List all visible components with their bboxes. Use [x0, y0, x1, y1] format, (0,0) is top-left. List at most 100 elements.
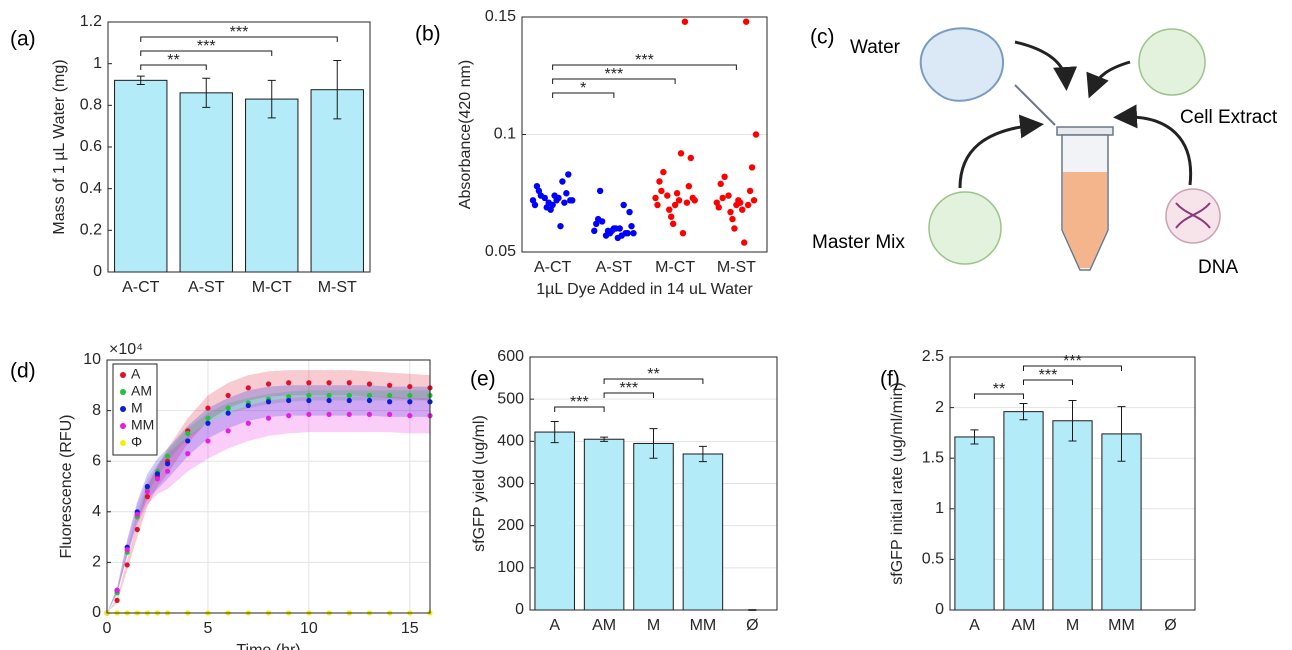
point: [306, 380, 312, 386]
x-tick-label: MM: [1108, 617, 1135, 634]
point: [164, 468, 171, 474]
point: [628, 222, 635, 230]
y-axis-label: Absorbance(420 nm): [457, 60, 474, 209]
significance-bracket: [552, 78, 676, 84]
significance-label: ***: [635, 52, 654, 69]
arrow: [1113, 104, 1193, 186]
point: [626, 208, 633, 216]
legend-label: A: [131, 366, 141, 382]
bar: [245, 98, 299, 273]
significance-bracket: [140, 50, 273, 56]
error-band: [107, 396, 430, 613]
y-tick-label: 0.6: [80, 138, 102, 155]
significance-label: ***: [1063, 353, 1082, 370]
point: [124, 547, 130, 553]
y-tick-label: 2.5: [922, 348, 944, 365]
y-axis-label: sfGFP yield (ug/ml): [471, 415, 488, 552]
point: [306, 392, 312, 399]
bar: [1101, 433, 1142, 611]
significance-bracket: [1023, 379, 1073, 385]
x-tick-label: A-CT: [122, 279, 160, 296]
x-tick-label: M: [647, 617, 660, 634]
point: [598, 218, 606, 225]
error-bar: [202, 77, 211, 108]
point: [286, 397, 292, 404]
point: [366, 381, 373, 387]
point: [725, 192, 732, 199]
point: [610, 225, 618, 232]
point: [407, 392, 413, 399]
point: [164, 453, 171, 459]
significance-label: **: [167, 52, 179, 69]
bar: [1052, 420, 1093, 611]
bar: [1003, 411, 1044, 611]
point: [666, 206, 673, 213]
point: [654, 201, 661, 209]
error-bar: [970, 429, 979, 445]
y-tick-label: 10: [83, 351, 101, 368]
point: [387, 382, 393, 388]
point: [569, 197, 576, 204]
tube-lid: [1014, 84, 1056, 126]
x-tick-label: 10: [300, 620, 318, 637]
point: [685, 183, 693, 190]
point: [366, 397, 373, 404]
point: [719, 194, 726, 202]
point: [742, 18, 750, 25]
diagram-panel: (c) Water Cell Extract Master Mix DNA: [810, 26, 1278, 278]
significance-label: ***: [1039, 367, 1058, 384]
bar: [310, 89, 364, 273]
y-tick-label: 0.1: [494, 126, 516, 143]
point: [407, 383, 413, 390]
significance-label: *: [580, 80, 586, 97]
point: [565, 171, 572, 178]
axes-frame: [521, 16, 768, 253]
point: [717, 180, 724, 188]
x-tick-label: A-ST: [596, 259, 633, 276]
x-tick-label: M-CT: [655, 259, 695, 276]
x-tick-label: M-ST: [717, 259, 756, 276]
y-axis-label: sfGFP initial rate (ug/ml/min): [889, 382, 906, 584]
significance-label: ***: [619, 380, 638, 397]
point: [591, 227, 598, 235]
x-tick-label: A-CT: [534, 259, 572, 276]
point: [675, 197, 683, 204]
x-tick-label: MM: [690, 617, 717, 634]
significance-bracket: [554, 406, 605, 412]
point: [205, 438, 211, 444]
y-tick-label: 600: [497, 348, 524, 365]
point: [154, 471, 161, 477]
point: [739, 206, 746, 213]
error-bar: [600, 436, 609, 442]
point: [387, 399, 393, 405]
axes-frame: [949, 356, 1196, 611]
cell-extract-icon: [1138, 28, 1206, 96]
point: [144, 483, 150, 490]
x-tick-label: 0: [103, 620, 112, 637]
panel-label: (b): [415, 23, 441, 46]
point: [616, 225, 623, 232]
point: [664, 192, 671, 199]
significance-bracket: [603, 378, 704, 384]
x-tick-label: A: [969, 617, 980, 634]
y-tick-label: 1: [935, 500, 944, 517]
error-bar: [550, 421, 559, 444]
point: [668, 213, 675, 220]
point: [114, 587, 120, 593]
point: [531, 201, 539, 209]
tube-rim: [1056, 126, 1114, 136]
diagram-label: Cell Extract: [1180, 107, 1278, 128]
point: [630, 230, 637, 237]
point: [555, 194, 562, 202]
x-tick-label: M: [1066, 617, 1079, 634]
point: [144, 494, 150, 500]
point: [748, 164, 756, 171]
y-tick-label: 1: [93, 55, 102, 72]
point: [537, 192, 545, 199]
point: [154, 476, 161, 482]
y-tick-label: 300: [497, 475, 524, 492]
point: [185, 451, 191, 457]
x-axis-label: Time (hr): [236, 642, 300, 650]
point: [225, 428, 231, 434]
axes-frame: [107, 21, 371, 273]
